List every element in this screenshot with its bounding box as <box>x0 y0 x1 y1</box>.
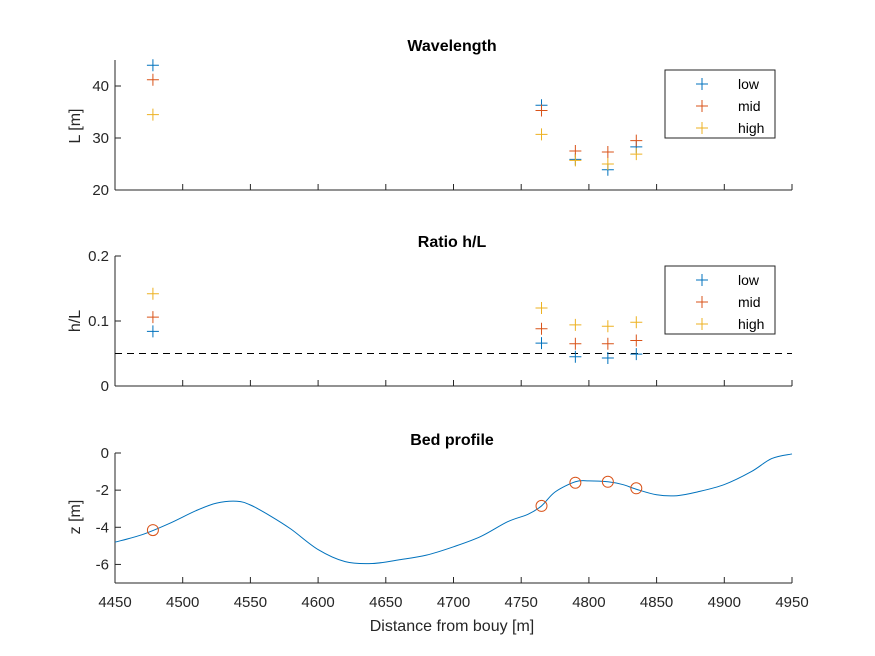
x-tick-label: 4750 <box>505 594 538 611</box>
legend-box <box>664 69 776 139</box>
y-tick-label: 0.2 <box>88 248 109 265</box>
point-mid <box>601 146 614 159</box>
ratio-title: Ratio h/L <box>418 234 487 251</box>
y-tick-label: 20 <box>92 182 109 199</box>
point-low <box>569 350 582 363</box>
station-marker <box>630 482 643 495</box>
point-low <box>146 325 159 338</box>
point-high <box>569 154 582 167</box>
x-tick-label: 4850 <box>640 594 673 611</box>
x-tick-label: 4900 <box>708 594 741 611</box>
point-mid <box>146 311 159 324</box>
y-tick-label: -2 <box>96 482 109 499</box>
x-tick-label: 4600 <box>301 594 334 611</box>
y-tick-label: -4 <box>96 519 109 536</box>
ratio-panel: Ratio h/L h/L 0 0.1 0.2 low mid high <box>67 234 793 395</box>
point-mid <box>535 322 548 335</box>
y-tick-label: 0 <box>101 378 109 395</box>
point-mid <box>630 134 643 147</box>
wavelength-panel: Wavelength L [m] 20 30 40 low mid high <box>67 38 793 199</box>
legend-marker-high <box>696 122 708 134</box>
wavelength-ylabel: L [m] <box>67 109 84 144</box>
ratio-legend: low mid high <box>664 265 776 335</box>
point-high <box>601 158 614 170</box>
wavelength-title: Wavelength <box>407 38 496 55</box>
point-high <box>630 316 643 329</box>
y-tick-label: 0.1 <box>88 313 109 330</box>
point-mid <box>146 73 159 86</box>
point-mid <box>630 334 643 347</box>
point-high <box>630 148 643 161</box>
x-tick-label: 4650 <box>369 594 402 611</box>
legend-marker-mid <box>696 100 708 112</box>
x-tick-label: 4950 <box>775 594 808 611</box>
point-high <box>535 302 548 314</box>
bed-profile-title: Bed profile <box>410 432 494 449</box>
point-high <box>569 318 582 331</box>
x-tick-label: 4800 <box>572 594 605 611</box>
bed-profile-line <box>114 453 793 565</box>
x-tick-label: 4500 <box>166 594 199 611</box>
legend-label-high: high <box>738 120 764 136</box>
legend-label-low: low <box>738 76 760 92</box>
wavelength-axes: 20 30 40 <box>92 60 793 199</box>
point-mid <box>535 104 548 117</box>
legend-marker-low <box>696 274 708 286</box>
ratio-marks <box>115 287 792 365</box>
point-high <box>535 128 548 141</box>
legend-label-mid: mid <box>738 98 761 114</box>
legend-marker-low <box>696 78 708 90</box>
station-marker <box>146 524 159 537</box>
legend-marker-high <box>696 318 708 330</box>
legend-marker-mid <box>696 296 708 308</box>
y-tick-label: 0 <box>101 445 109 462</box>
point-low <box>601 352 614 365</box>
x-tick-label: 4700 <box>437 594 470 611</box>
station-marker <box>535 499 548 512</box>
y-tick-label: 40 <box>92 78 109 95</box>
point-high <box>146 287 159 300</box>
x-tick-label: 4550 <box>234 594 267 611</box>
point-low <box>535 337 548 350</box>
point-mid <box>601 337 614 350</box>
ratio-ylabel: h/L <box>67 310 84 332</box>
bed-profile-ylabel: z [m] <box>67 500 84 535</box>
point-mid <box>569 337 582 350</box>
y-tick-label: -6 <box>96 556 109 573</box>
point-low <box>630 348 643 361</box>
x-tick-label: 4450 <box>98 594 131 611</box>
ratio-axes: 0 0.1 0.2 <box>88 248 793 395</box>
wavelength-legend: low mid high <box>664 69 776 139</box>
legend-label-high: high <box>738 316 764 332</box>
station-marker <box>569 476 582 489</box>
legend-label-mid: mid <box>738 294 761 310</box>
point-high <box>601 320 614 333</box>
station-marker <box>601 475 614 488</box>
point-low <box>146 59 159 72</box>
point-high <box>146 108 159 121</box>
legend-box <box>664 265 776 335</box>
bed-profile-marks <box>114 453 793 565</box>
legend-label-low: low <box>738 272 760 288</box>
bed-profile-axes: 4450 4500 4550 4600 4650 4700 4750 4800 4850 4900… <box>96 445 809 611</box>
y-tick-label: 30 <box>92 130 109 147</box>
wavelength-marks <box>146 59 643 176</box>
bed-profile-xlabel: Distance from bouy [m] <box>370 618 535 635</box>
bed-profile-panel: Bed profile z [m] Distance from bouy [m]… <box>67 432 809 635</box>
